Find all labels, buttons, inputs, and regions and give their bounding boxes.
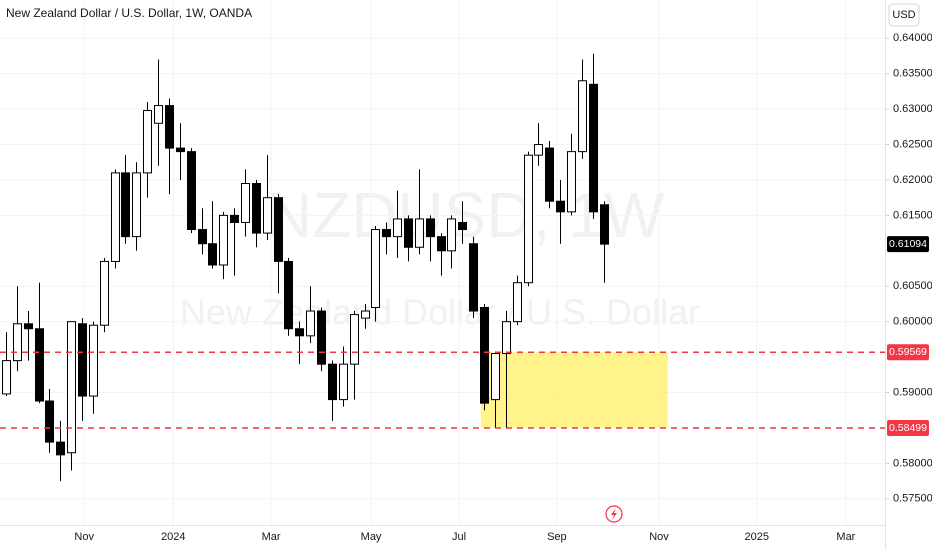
currency-label[interactable]: USD (892, 9, 915, 21)
y-tick-label: 0.60500 (893, 280, 932, 292)
candle-body (230, 214, 239, 223)
candle-body (35, 328, 44, 402)
candle-body (111, 172, 120, 262)
chart-title: New Zealand Dollar / U.S. Dollar, 1W, OA… (6, 6, 252, 20)
price-tag-label: 0.59569 (889, 346, 927, 358)
candle-body (371, 229, 380, 308)
zone-group (480, 352, 668, 429)
candle-body (480, 306, 489, 404)
candle-body (132, 172, 141, 238)
candle-body (24, 323, 33, 330)
candle-body (13, 323, 22, 362)
y-tick-label: 0.62000 (893, 174, 932, 186)
candle-body (219, 214, 228, 266)
candle-body (208, 243, 217, 266)
candle-body (187, 151, 196, 231)
x-tick-label: Mar (836, 531, 855, 543)
candle-body (600, 204, 609, 245)
y-tick-label: 0.59000 (893, 386, 932, 398)
candle-body (361, 310, 370, 319)
price-tag (887, 420, 929, 437)
candle-body (491, 353, 500, 401)
candle-body (100, 260, 109, 326)
y-tick-label: 0.63500 (893, 68, 932, 80)
candle-body (556, 200, 565, 213)
candle-body (502, 321, 511, 355)
candle-body (89, 324, 98, 397)
candle-body (469, 243, 478, 312)
candle-body (534, 144, 543, 156)
currency-button[interactable] (888, 3, 920, 27)
candle-body (339, 363, 348, 401)
x-tick-label: May (361, 531, 382, 543)
candle-body (524, 154, 533, 284)
candles-group (2, 53, 609, 482)
demand-zone (480, 352, 668, 429)
candle-body (578, 80, 587, 153)
candle-body (545, 147, 554, 202)
price-tag (887, 344, 929, 361)
candle-body (165, 105, 174, 149)
candle-body (45, 400, 54, 443)
candle-body (589, 83, 598, 213)
y-tick-label: 0.58000 (893, 457, 932, 469)
x-tick-label: Sep (547, 531, 567, 543)
candle-body (350, 314, 359, 365)
candle-body (176, 147, 185, 153)
candle-body (447, 218, 456, 252)
candle-body (426, 218, 435, 238)
candle-body (284, 260, 293, 330)
candle-body (78, 323, 87, 397)
candle-body (404, 218, 413, 248)
candle-body (415, 218, 424, 248)
y-tick-label: 0.63000 (893, 103, 932, 115)
candle-body (295, 328, 304, 337)
candle-body (567, 151, 576, 213)
price-tag-label: 0.58499 (889, 422, 927, 434)
candle-body (306, 310, 315, 337)
candle-body (437, 236, 446, 252)
x-tick-label: 2025 (745, 531, 769, 543)
candle-body (274, 197, 283, 262)
x-tick-label: Nov (74, 531, 94, 543)
candle-body (143, 110, 152, 174)
price-tag-label: 0.61094 (889, 238, 927, 250)
lightning-icon[interactable] (605, 505, 623, 523)
x-tick-label: Jul (452, 531, 466, 543)
candle-body (458, 221, 467, 231)
candle-body (2, 360, 11, 395)
price-tag (887, 236, 929, 253)
watermark-subtitle: New Zealand Dollar / U.S. Dollar (180, 292, 700, 333)
candle-body (263, 197, 272, 234)
y-tick-label: 0.61500 (893, 209, 932, 221)
candle-body (56, 441, 65, 456)
y-tick-label: 0.64000 (893, 32, 932, 44)
x-tick-label: 2024 (161, 531, 185, 543)
candle-body (198, 229, 207, 245)
icon-bolt[interactable] (611, 508, 617, 520)
candle-body (154, 105, 163, 124)
candle-body (513, 282, 522, 323)
candle-body (393, 218, 402, 238)
y-tick-label: 0.60000 (893, 316, 932, 328)
candle-body (317, 310, 326, 365)
x-tick-label: Nov (649, 531, 669, 543)
y-tick-label: 0.57500 (893, 493, 932, 505)
candle-body (382, 229, 391, 238)
x-tick-label: Mar (262, 531, 281, 543)
y-tick-label: 0.62500 (893, 138, 932, 150)
icon-circle[interactable] (605, 505, 623, 523)
candle-body (121, 172, 130, 238)
candle-body (328, 363, 337, 401)
candle-body (241, 183, 250, 223)
candle-body (67, 321, 76, 454)
candle-body (252, 183, 261, 234)
